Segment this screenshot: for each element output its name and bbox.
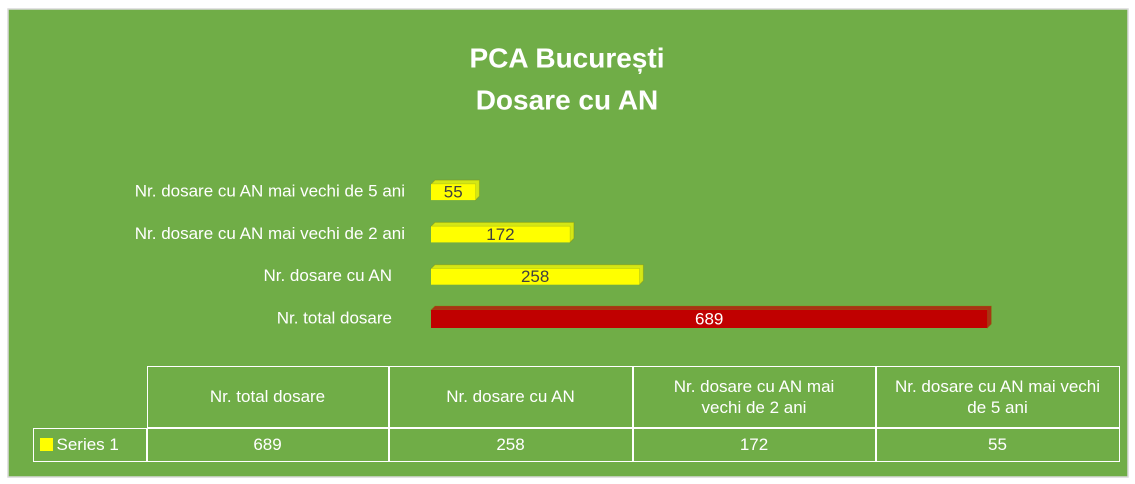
y-tick-label: Nr. dosare cu AN mai vechi de 5 ani (135, 182, 405, 201)
table-header: Nr. total dosare (146, 365, 389, 428)
chart-title: PCA București (469, 42, 664, 73)
chart-subtitle: Dosare cu AN (476, 84, 659, 115)
legend-cell: Series 1 (32, 427, 147, 462)
table-header: Nr. dosare cu AN (388, 365, 633, 428)
y-tick-label: Nr. dosare cu AN mai vechi de 2 ani (135, 224, 405, 243)
bar (431, 268, 640, 285)
table-value: 55 (875, 427, 1120, 462)
data-label: 55 (444, 183, 463, 202)
data-label: 689 (695, 309, 723, 328)
data-label: 258 (521, 267, 549, 286)
y-tick-label: Nr. dosare cu AN (263, 266, 392, 285)
table-value: 258 (388, 427, 633, 462)
bar (431, 226, 570, 243)
legend-label: Series 1 (56, 435, 119, 454)
legend-key (39, 438, 53, 451)
chart-background (7, 8, 1129, 478)
table-value: 689 (146, 427, 389, 462)
bar (431, 310, 988, 328)
table-header: Nr. dosare cu AN mai vechi de 5 ani (875, 365, 1120, 428)
y-tick-label: Nr. total dosare (277, 308, 392, 327)
data-label: 172 (486, 225, 514, 244)
table-header: Nr. dosare cu AN mai vechi de 2 ani (632, 365, 876, 428)
bar (431, 184, 476, 201)
table-value: 172 (632, 427, 876, 462)
